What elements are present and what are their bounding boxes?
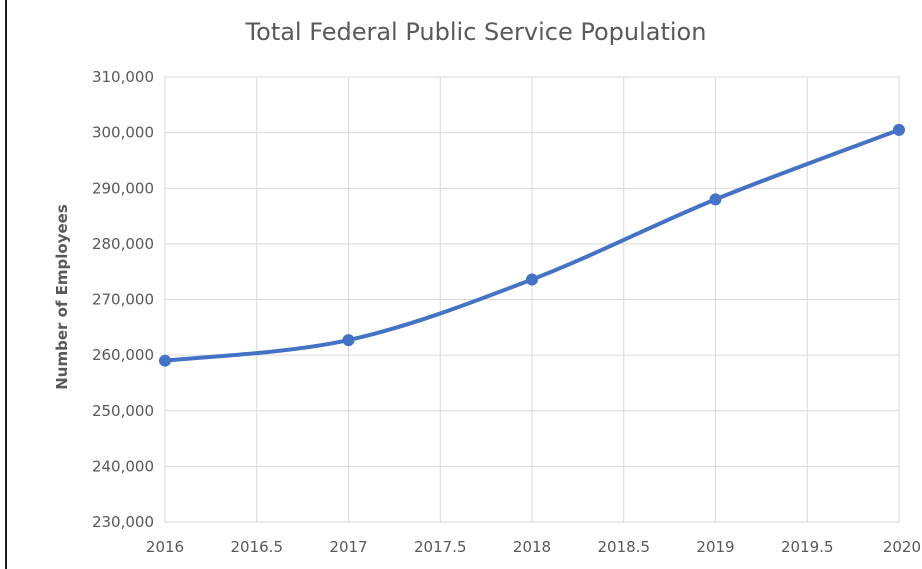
x-tick-label: 2017 bbox=[329, 538, 367, 556]
data-point bbox=[709, 193, 722, 206]
x-tick-label: 2018.5 bbox=[598, 538, 651, 556]
chart-title: Total Federal Public Service Population bbox=[245, 18, 707, 46]
y-tick-label: 290,000 bbox=[92, 179, 154, 197]
y-tick-label: 250,000 bbox=[92, 402, 154, 420]
x-tick-label: 2016.5 bbox=[231, 538, 284, 556]
data-point bbox=[159, 354, 171, 367]
data-point bbox=[526, 273, 538, 286]
x-tick-label: 2018 bbox=[513, 538, 551, 556]
x-tick-label: 2017.5 bbox=[414, 538, 467, 556]
y-axis-ticks: 230,000 240,000 250,000 260,000 270,000 280,0… bbox=[92, 68, 154, 531]
x-tick-label: 2019 bbox=[696, 538, 734, 556]
series-layer bbox=[159, 123, 905, 367]
x-tick-label: 2016 bbox=[146, 538, 184, 556]
data-point bbox=[342, 334, 355, 347]
chart-frame bbox=[5, 0, 922, 569]
y-tick-label: 310,000 bbox=[92, 68, 154, 86]
y-tick-label: 280,000 bbox=[92, 235, 154, 253]
x-axis-ticks: 2016 2016.5 2017 2017.5 2018 2018.5 2019 2019.5… bbox=[146, 538, 921, 556]
y-tick-label: 240,000 bbox=[92, 457, 154, 475]
y-tick-label: 260,000 bbox=[92, 346, 154, 364]
y-axis-title: Number of Employees bbox=[53, 204, 71, 390]
grid bbox=[164, 76, 900, 523]
y-tick-label: 300,000 bbox=[92, 124, 154, 142]
y-tick-label: 230,000 bbox=[92, 513, 154, 531]
x-tick-label: 2020 bbox=[883, 538, 921, 556]
y-tick-label: 270,000 bbox=[92, 291, 154, 309]
x-tick-label: 2019.5 bbox=[781, 538, 834, 556]
data-point bbox=[893, 123, 905, 136]
